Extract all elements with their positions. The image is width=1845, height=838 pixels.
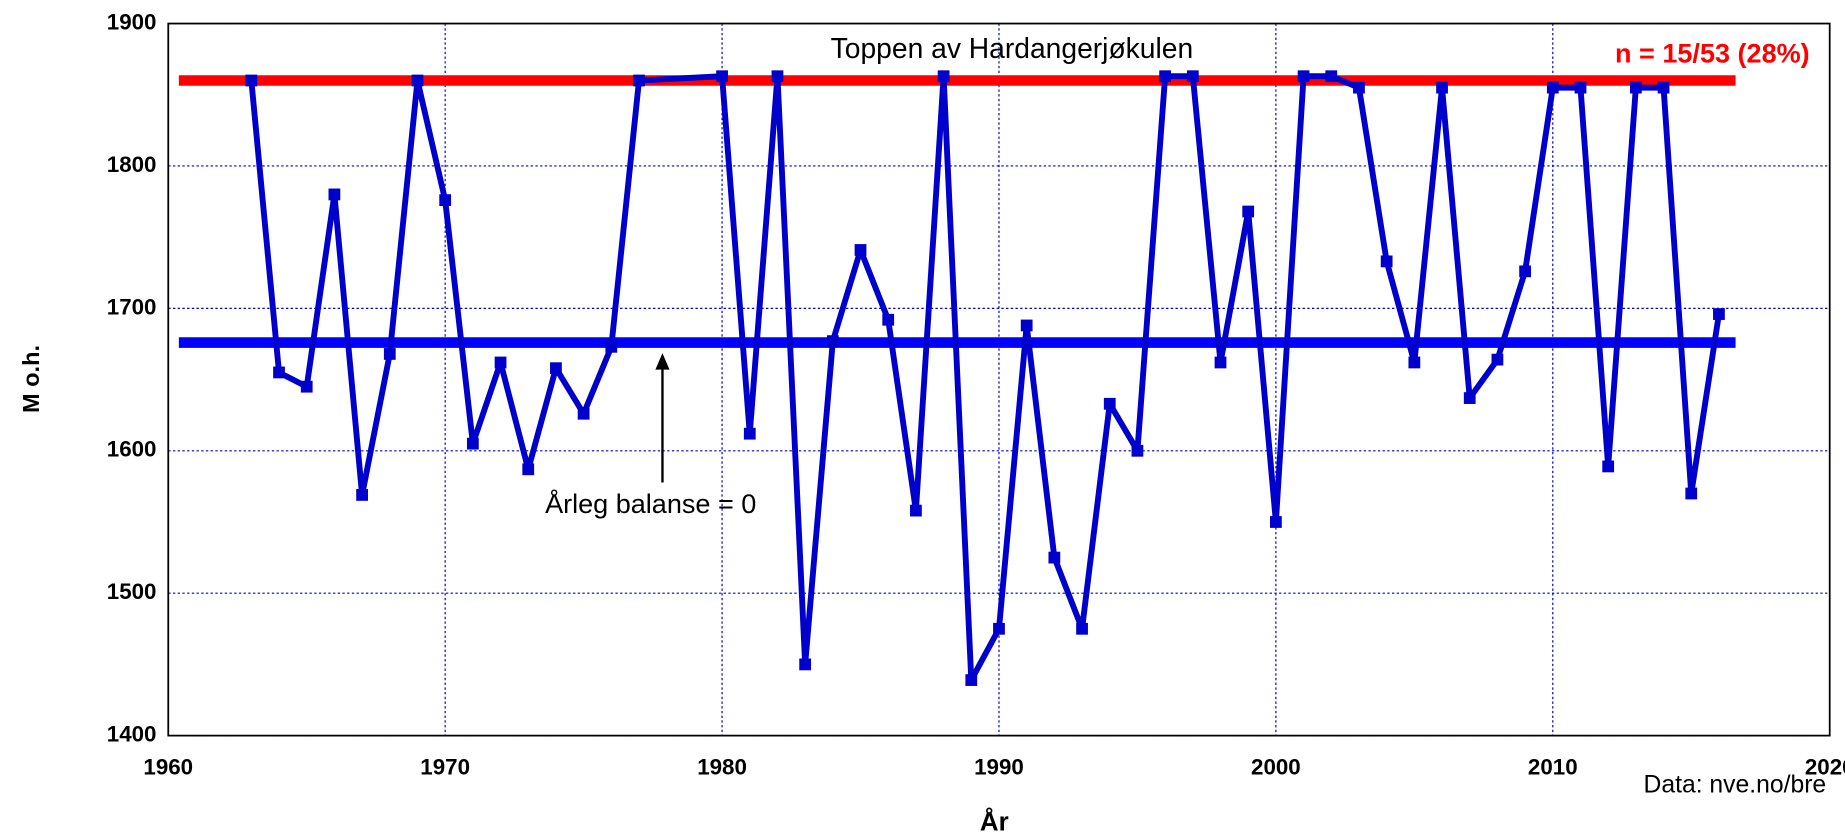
data-point — [356, 489, 368, 501]
data-point — [716, 70, 728, 83]
data-point — [466, 437, 479, 450]
data-point — [771, 70, 784, 83]
y-axis-label: M o.h. — [18, 345, 44, 413]
x-tick-label: 1960 — [143, 754, 193, 779]
x-tick-label: 1980 — [697, 754, 747, 779]
data-point — [1602, 460, 1615, 473]
y-tick-label: 1500 — [107, 579, 157, 604]
annotation: Data: nve.no/bre — [1644, 772, 1827, 799]
plot-frame — [167, 22, 1831, 737]
data-point — [965, 674, 978, 686]
data-point — [605, 340, 618, 353]
data-point — [300, 380, 313, 393]
data-point — [1657, 81, 1670, 94]
data-point — [1076, 622, 1088, 635]
data-point — [1491, 353, 1504, 366]
x-axis-label: År — [980, 808, 1009, 837]
data-point — [1574, 81, 1587, 94]
y-tick-label: 1600 — [107, 437, 157, 462]
x-tick-label: 1990 — [974, 754, 1024, 779]
y-tick-label: 1400 — [107, 722, 157, 747]
data-point — [633, 74, 645, 87]
x-tick-label: 1970 — [420, 754, 470, 779]
data-point — [1020, 319, 1033, 332]
data-point — [1159, 70, 1172, 83]
data-point — [910, 504, 922, 517]
x-tick-label: 2020 — [1805, 754, 1845, 779]
data-point — [1519, 265, 1531, 278]
data-point — [1463, 392, 1476, 404]
data-point — [273, 366, 285, 379]
data-point — [882, 313, 895, 326]
data-point — [1436, 81, 1448, 94]
data-point — [550, 362, 562, 375]
data-point — [1713, 308, 1725, 320]
y-tick-label: 1700 — [107, 294, 157, 319]
data-point — [799, 658, 812, 671]
data-point — [411, 74, 424, 87]
data-point — [826, 335, 839, 348]
annotation: n = 15/53 (28%) — [1615, 38, 1810, 68]
data-point — [1685, 487, 1698, 500]
data-point — [494, 356, 507, 369]
annotation: Årleg balanse = 0 — [545, 488, 756, 519]
data-point — [1546, 81, 1559, 94]
x-tick-label: 2000 — [1251, 754, 1301, 779]
y-tick-label: 1900 — [107, 9, 157, 34]
annotation: Toppen av Hardangerjøkulen — [831, 32, 1194, 64]
data-point — [245, 74, 258, 87]
data-point — [1629, 81, 1642, 94]
data-point — [383, 348, 396, 360]
data-point — [937, 70, 950, 83]
data-point — [1270, 516, 1282, 528]
data-point — [577, 407, 590, 420]
data-point — [1297, 70, 1310, 83]
data-point — [1380, 255, 1393, 268]
data-point — [993, 622, 1005, 635]
data-point — [854, 244, 867, 256]
data-point — [1353, 81, 1365, 94]
data-point — [1186, 70, 1199, 83]
arrow-head — [655, 353, 670, 370]
data-line — [248, 73, 1722, 684]
data-point — [522, 463, 535, 476]
x-tick-label: 2010 — [1528, 754, 1578, 779]
y-tick-label: 1800 — [107, 152, 157, 177]
data-point — [1048, 551, 1061, 564]
data-point — [1103, 397, 1116, 410]
data-point — [439, 194, 452, 207]
data-point — [1131, 444, 1144, 457]
data-point — [1242, 205, 1255, 218]
data-point — [1325, 70, 1338, 83]
data-point — [1408, 356, 1421, 369]
data-point — [328, 188, 341, 201]
data-point — [743, 427, 756, 440]
data-point — [1214, 356, 1227, 369]
